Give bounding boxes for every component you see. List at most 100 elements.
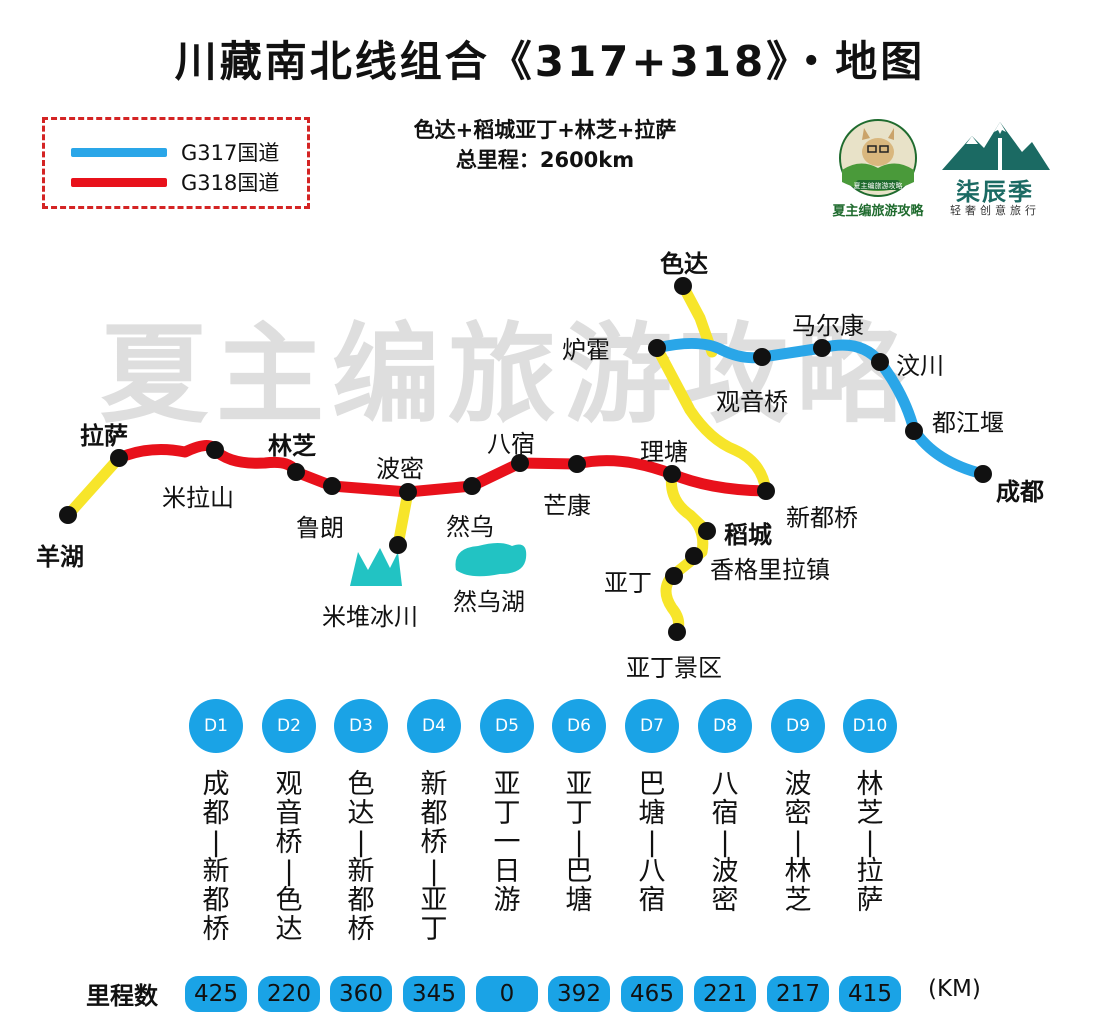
legend-label-g317: G317国道 bbox=[181, 141, 280, 165]
stop-luhuo bbox=[648, 339, 666, 357]
day-badge-d4: D4 bbox=[407, 699, 461, 753]
stop-yanghu bbox=[59, 506, 77, 524]
distance-d6: 392 bbox=[548, 976, 610, 1012]
branch-yanghu bbox=[62, 452, 125, 521]
stop-xianggelila bbox=[685, 547, 703, 565]
label-xinduqiao: 新都桥 bbox=[786, 504, 858, 532]
stop-milashan bbox=[206, 441, 224, 459]
label-yading: 亚丁 bbox=[604, 569, 652, 597]
day-route-d5: 亚 丁 一 日 游 bbox=[493, 769, 521, 916]
day-route-d7: 巴 塘 | 八 宿 bbox=[638, 769, 666, 916]
lake-icon bbox=[455, 543, 527, 577]
legend-swatch-g317 bbox=[71, 147, 167, 157]
mountain-icon bbox=[942, 122, 1050, 170]
label-midui-glacier: 米堆冰川 bbox=[322, 603, 418, 631]
label-luhuo: 炉霍 bbox=[562, 336, 610, 364]
stop-mangkang bbox=[568, 455, 586, 473]
label-linzhi: 林芝 bbox=[268, 432, 316, 460]
label-wenchuan: 汶川 bbox=[896, 352, 944, 380]
route-summary-stops: 色达+稻城亚丁+林芝+拉萨 bbox=[413, 118, 677, 142]
page-title: 川藏南北线组合《317+318》・地图 bbox=[174, 37, 926, 86]
distance-d10: 415 bbox=[839, 976, 901, 1012]
label-mangkang: 芒康 bbox=[543, 492, 591, 520]
route-g317 bbox=[651, 337, 989, 480]
label-lasa: 拉萨 bbox=[80, 422, 128, 450]
day-route-d8: 八 宿 | 波 密 bbox=[711, 769, 739, 916]
brand-logo-summer-editor: 夏主编旅游攻略 夏主编旅游攻略 bbox=[826, 118, 930, 219]
stop-chengdu bbox=[974, 465, 992, 483]
stop-linzhi bbox=[287, 463, 305, 481]
stop-yading-scenic bbox=[668, 623, 686, 641]
day-route-d3: 色 达 | 新 都 桥 bbox=[347, 769, 375, 945]
day-badge-d10: D10 bbox=[843, 699, 897, 753]
legend-label-g318: G318国道 bbox=[181, 171, 280, 195]
day-badge-d8: D8 bbox=[698, 699, 752, 753]
label-chengdu: 成都 bbox=[996, 478, 1044, 506]
label-xianggelila: 香格里拉镇 bbox=[710, 556, 830, 584]
legend: G317国道 G318国道 bbox=[42, 117, 310, 209]
label-seda: 色达 bbox=[660, 250, 708, 278]
day-badge-d2: D2 bbox=[262, 699, 316, 753]
branch-luhuo-xinduqiao bbox=[651, 342, 772, 497]
stop-yading bbox=[665, 567, 683, 585]
day-badge-d6: D6 bbox=[552, 699, 606, 753]
stop-basu bbox=[511, 454, 529, 472]
day-route-d10: 林 芝 | 拉 萨 bbox=[856, 769, 884, 916]
stop-guanyinqiao bbox=[753, 348, 771, 366]
stop-xinduqiao bbox=[757, 482, 775, 500]
distance-d3: 360 bbox=[330, 976, 392, 1012]
route-summary: 色达+稻城亚丁+林芝+拉萨 总里程：2600km bbox=[380, 115, 710, 175]
label-ranwu-lake: 然乌湖 bbox=[453, 588, 525, 616]
stops bbox=[59, 277, 992, 641]
brand-badge-icon: 夏主编旅游攻略 bbox=[839, 119, 917, 197]
label-dujiangyan: 都江堰 bbox=[932, 409, 1004, 437]
brand-name-right: 柒辰季 bbox=[956, 178, 1034, 206]
watermark: 夏主编旅游攻略 bbox=[100, 313, 913, 438]
legend-swatch-g318 bbox=[71, 177, 167, 187]
stop-daocheng bbox=[698, 522, 716, 540]
label-milashan: 米拉山 bbox=[162, 484, 234, 512]
distance-d5: 0 bbox=[476, 976, 538, 1012]
day-route-d1: 成 都 | 新 都 桥 bbox=[202, 769, 230, 945]
day-badge-d5: D5 bbox=[480, 699, 534, 753]
distance-d8: 221 bbox=[694, 976, 756, 1012]
stop-litang bbox=[663, 465, 681, 483]
day-route-d2: 观 音 桥 | 色 达 bbox=[275, 769, 303, 945]
label-ranwu: 然乌 bbox=[446, 513, 494, 541]
label-litang: 理塘 bbox=[640, 438, 688, 466]
stop-maerkang bbox=[813, 339, 831, 357]
distance-d4: 345 bbox=[403, 976, 465, 1012]
distance-d2: 220 bbox=[258, 976, 320, 1012]
legend-item-g317: G317国道 bbox=[71, 138, 279, 166]
stop-dujiangyan bbox=[905, 422, 923, 440]
label-yading-scenic: 亚丁景区 bbox=[626, 654, 722, 682]
glacier-icon bbox=[350, 548, 402, 586]
total-distance: 总里程：2600km bbox=[455, 148, 635, 172]
stop-midui bbox=[389, 536, 407, 554]
stop-wenchuan bbox=[871, 353, 889, 371]
stop-lulang bbox=[323, 477, 341, 495]
label-yanghu: 羊湖 bbox=[36, 543, 84, 571]
distance-d1: 425 bbox=[185, 976, 247, 1012]
day-route-d4: 新 都 桥 | 亚 丁 bbox=[420, 769, 448, 945]
stop-bomi bbox=[399, 483, 417, 501]
label-guanyinqiao: 观音桥 bbox=[716, 388, 788, 416]
brand-name-left: 夏主编旅游攻略 bbox=[832, 204, 924, 219]
day-route-d6: 亚 丁 | 巴 塘 bbox=[565, 769, 593, 916]
day-badge-d1: D1 bbox=[189, 699, 243, 753]
day-badge-d3: D3 bbox=[334, 699, 388, 753]
label-daocheng: 稻城 bbox=[724, 521, 772, 549]
stop-lasa bbox=[110, 449, 128, 467]
brand-logo-qichenji: 柒辰季 轻奢创意旅行 bbox=[936, 118, 1054, 218]
brand-slogan: 轻奢创意旅行 bbox=[950, 204, 1040, 217]
stop-seda bbox=[674, 277, 692, 295]
distance-unit: (KM) bbox=[928, 976, 981, 1002]
label-lulang: 鲁朗 bbox=[296, 514, 344, 542]
day-badge-d9: D9 bbox=[771, 699, 825, 753]
label-basu: 八宿 bbox=[487, 430, 535, 458]
day-badge-d7: D7 bbox=[625, 699, 679, 753]
legend-item-g318: G318国道 bbox=[71, 168, 279, 196]
day-route-d9: 波 密 | 林 芝 bbox=[784, 769, 812, 916]
label-maerkang: 马尔康 bbox=[792, 312, 864, 340]
